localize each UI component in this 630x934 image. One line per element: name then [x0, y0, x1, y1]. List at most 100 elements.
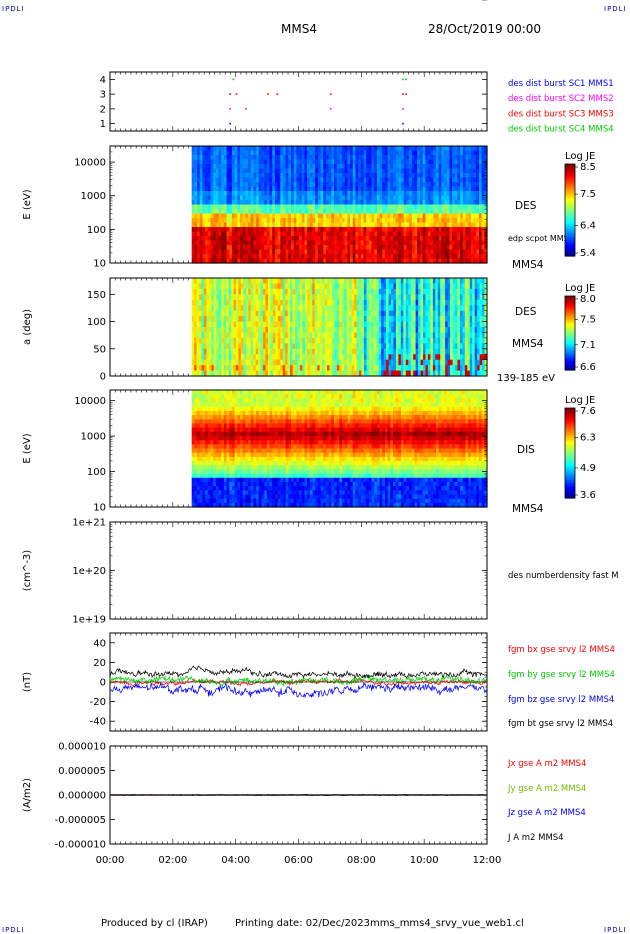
footer-printing-date: Printing date: 02/Dec/2023: [235, 918, 371, 929]
spectrogram-cell: [317, 222, 322, 228]
pitch-cell: [272, 359, 276, 366]
spectrogram-cell: [481, 204, 485, 210]
pitch-cell: [267, 310, 272, 317]
spectrogram-cell: [280, 182, 284, 188]
pitch-cell: [285, 278, 289, 285]
spectrogram-cell: [374, 200, 378, 206]
spectrogram-cell: [253, 200, 257, 206]
pitch-cell: [287, 343, 291, 350]
spectrogram-cell: [253, 168, 257, 174]
spectrogram-cell: [379, 182, 383, 188]
pitch-cell: [292, 348, 296, 355]
pitch-cell: [201, 354, 205, 361]
pitch-cell: [211, 337, 215, 344]
pitch-cell: [341, 283, 345, 290]
spectrogram-cell: [462, 173, 467, 179]
pitch-cell: [203, 299, 208, 306]
spectrogram-cell: [379, 146, 383, 152]
spectrogram-cell: [352, 200, 357, 206]
pitch-cell: [290, 343, 294, 350]
spectrogram-cell: [390, 231, 394, 237]
spectrogram-cell: [401, 258, 405, 264]
spectrogram-cell: [215, 236, 220, 242]
spectrogram-cell: [258, 150, 263, 156]
pitch-cell: [314, 283, 318, 290]
spectrogram-cell: [462, 204, 467, 210]
spectrogram-cell: [194, 177, 198, 183]
pitch-cell: [329, 332, 333, 339]
spectrogram-cell: [406, 231, 410, 237]
spectrogram-cell: [427, 222, 432, 228]
pitch-cell: [393, 294, 397, 301]
pitch-cell: [309, 294, 313, 301]
spectrogram-cell: [433, 195, 437, 201]
pitch-cell: [334, 354, 338, 361]
pitch-cell: [272, 327, 276, 334]
spectrogram-cell: [237, 245, 241, 251]
spectrogram-cell: [237, 186, 241, 192]
spectrogram-cell: [197, 209, 201, 215]
spectrogram-cell: [245, 213, 249, 219]
spectrogram-cell: [433, 173, 437, 179]
spectrogram-cell: [360, 173, 365, 179]
spectrogram-cell: [237, 191, 241, 197]
spectrogram-cell: [374, 168, 378, 174]
spectrogram-cell: [317, 195, 322, 201]
spectrogram-cell: [231, 191, 236, 197]
spectrogram-cell: [197, 258, 201, 264]
spectrogram-cell: [312, 177, 316, 183]
spectrogram-cell: [274, 245, 279, 251]
pitch-cell: [363, 343, 368, 350]
spectrogram-cell: [299, 177, 303, 183]
spectrogram-cell: [272, 195, 276, 201]
pitch-cell: [339, 343, 343, 350]
pitch-cell: [280, 316, 284, 323]
spectrogram-cell: [299, 204, 303, 210]
pitch-cell: [336, 310, 340, 317]
spectrogram-cell: [441, 150, 445, 156]
spectrogram-cell: [288, 222, 292, 228]
pitch-cell: [297, 327, 301, 334]
pitch-cell: [319, 343, 323, 350]
spectrogram-cell: [409, 173, 413, 179]
spectrogram-cell: [481, 146, 485, 152]
pitch-cell: [349, 278, 353, 285]
pitch-cell: [243, 294, 247, 301]
spectrogram-cell: [470, 195, 475, 201]
spectrogram-cell: [454, 200, 459, 206]
spectrogram-cell: [438, 249, 442, 255]
y-tick-label: 1000: [81, 191, 106, 202]
spectrogram-cell: [433, 168, 437, 174]
spectrogram-cell: [325, 177, 330, 183]
spectrogram-cell: [376, 173, 381, 179]
spectrogram-cell: [288, 195, 292, 201]
pitch-cell: [393, 370, 397, 377]
spectrogram-cell: [256, 240, 260, 246]
spectrogram-cell: [358, 200, 362, 206]
spectrogram-cell: [352, 222, 357, 228]
pitch-cell: [331, 321, 336, 328]
spectrogram-cell: [481, 177, 485, 183]
spectrogram-cell: [473, 146, 477, 152]
spectrogram-cell: [425, 191, 429, 197]
spectrogram-cell: [331, 249, 335, 255]
pitch-cell: [391, 310, 395, 317]
spectrogram-cell: [191, 150, 195, 156]
spectrogram-cell: [352, 177, 357, 183]
spectrogram-cell: [438, 186, 442, 192]
spectrogram-cell: [315, 236, 319, 242]
spectrogram-cell: [207, 258, 212, 264]
spectrogram-cell: [393, 204, 397, 210]
spectrogram-cell: [390, 222, 394, 228]
spectrogram-cell: [427, 249, 432, 255]
pitch-cell: [319, 305, 323, 312]
spectrogram-cell: [269, 195, 273, 201]
pitch-cell: [221, 299, 225, 306]
spectrogram-cell: [205, 177, 209, 183]
spectrogram-cell: [293, 155, 297, 161]
spectrogram-cell: [261, 213, 265, 219]
pitch-cell: [341, 343, 345, 350]
pitch-cell: [194, 321, 198, 328]
spectrogram-cell: [473, 204, 477, 210]
pitch-cell: [336, 283, 340, 290]
